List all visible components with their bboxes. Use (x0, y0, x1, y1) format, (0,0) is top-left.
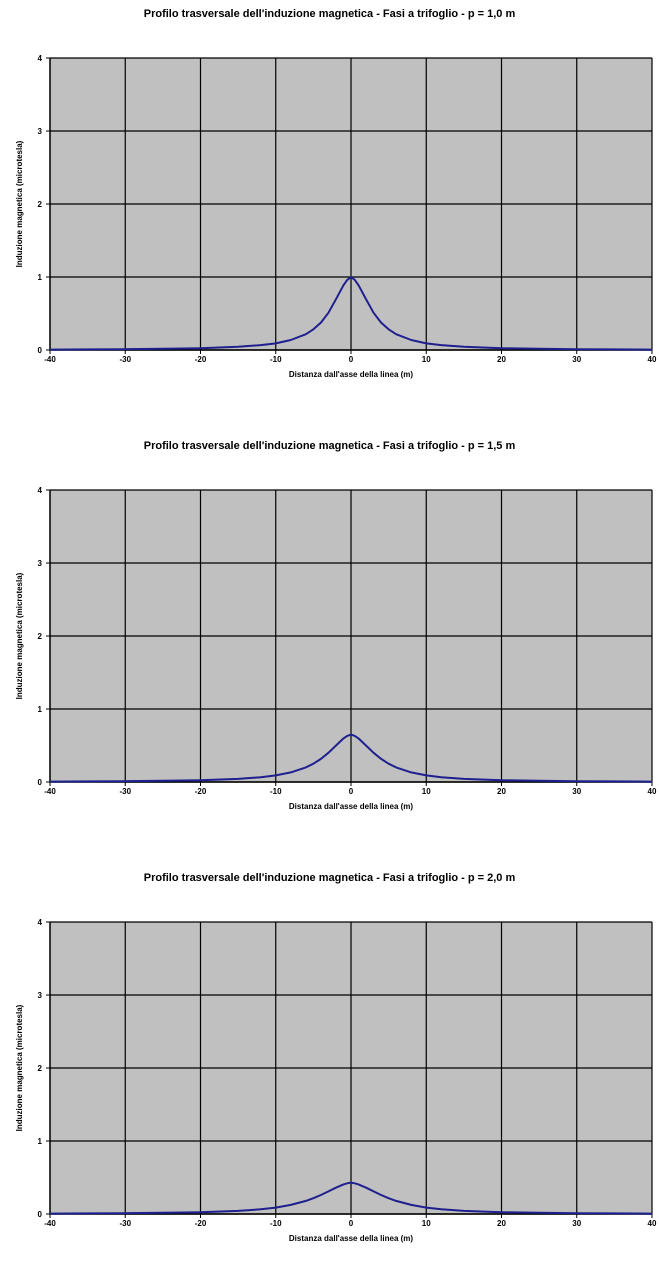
chart-2: Profilo trasversale dell'induzione magne… (0, 432, 659, 842)
chart-svg: -40 -30 -20 -10 0 10 20 30 40 0 1 2 3 4 Distanza dall'… (15, 54, 657, 379)
y-tick-label: 3 (38, 127, 43, 136)
series-line (49, 733, 653, 783)
y-tick-label: 1 (38, 273, 43, 282)
y-tick-label: 2 (38, 632, 43, 641)
x-tick-label: -10 (270, 1219, 282, 1228)
x-tick-label: 30 (572, 355, 581, 364)
y-tick-label: 3 (38, 559, 43, 568)
y-tick-label: 4 (38, 54, 43, 63)
y-tick-label: 1 (38, 1137, 43, 1146)
x-tick-label: 20 (497, 787, 506, 796)
x-tick-label: -20 (195, 1219, 207, 1228)
chart-title: Profilo trasversale dell'induzione magne… (143, 440, 516, 452)
x-tick-label: -20 (195, 787, 207, 796)
series-line (49, 276, 653, 351)
chart-svg: -40 -30 -20 -10 0 10 20 30 40 0 1 2 3 4 Distanza dall'… (15, 486, 657, 811)
y-axis-title: Induzione magnetica (microtesla) (15, 1004, 24, 1131)
y-tick-label: 2 (38, 200, 43, 209)
x-tick-label: 20 (497, 355, 506, 364)
x-tick-label: 20 (497, 1219, 506, 1228)
series-line (49, 1181, 653, 1215)
x-tick-label: 40 (648, 355, 657, 364)
y-tick-label: 2 (38, 1064, 43, 1073)
x-tick-label: -30 (119, 355, 131, 364)
y-tick-label: 4 (38, 486, 43, 495)
x-tick-label: 10 (422, 355, 431, 364)
chart-title: Profilo trasversale dell'induzione magne… (143, 872, 516, 884)
chart-svg: -40 -30 -20 -10 0 10 20 30 40 0 1 2 3 4 Distanza dall'… (15, 918, 657, 1243)
x-tick-label: 0 (349, 1219, 354, 1228)
x-tick-label: 0 (349, 355, 354, 364)
y-axis-title: Induzione magnetica (microtesla) (15, 140, 24, 267)
y-tick-label: 3 (38, 991, 43, 1000)
y-tick-label: 4 (38, 918, 43, 927)
x-tick-label: 0 (349, 787, 354, 796)
x-tick-label: -40 (44, 355, 56, 364)
y-axis-title: Induzione magnetica (microtesla) (15, 572, 24, 699)
x-tick-label: 10 (422, 787, 431, 796)
y-tick-label: 0 (38, 1210, 43, 1219)
x-tick-label: 30 (572, 787, 581, 796)
x-tick-label: -40 (44, 1219, 56, 1228)
x-axis-title: Distanza dall'asse della linea (m) (289, 370, 414, 379)
x-axis-title: Distanza dall'asse della linea (m) (289, 1234, 414, 1243)
y-tick-label: 0 (38, 778, 43, 787)
x-tick-label: 40 (648, 787, 657, 796)
x-tick-label: -20 (195, 355, 207, 364)
x-tick-label: -30 (119, 787, 131, 796)
x-tick-label: 30 (572, 1219, 581, 1228)
x-axis-title: Distanza dall'asse della linea (m) (289, 802, 414, 811)
chart-title: Profilo trasversale dell'induzione magne… (143, 8, 516, 20)
x-tick-label: -10 (270, 787, 282, 796)
x-tick-label: -10 (270, 355, 282, 364)
x-tick-label: -30 (119, 1219, 131, 1228)
chart-3: Profilo trasversale dell'induzione magne… (0, 864, 659, 1264)
y-tick-label: 1 (38, 705, 43, 714)
x-tick-label: -40 (44, 787, 56, 796)
x-tick-label: 40 (648, 1219, 657, 1228)
x-tick-label: 10 (422, 1219, 431, 1228)
chart-1: Profilo trasversale dell'induzione magne… (0, 0, 659, 410)
y-tick-label: 0 (38, 346, 43, 355)
